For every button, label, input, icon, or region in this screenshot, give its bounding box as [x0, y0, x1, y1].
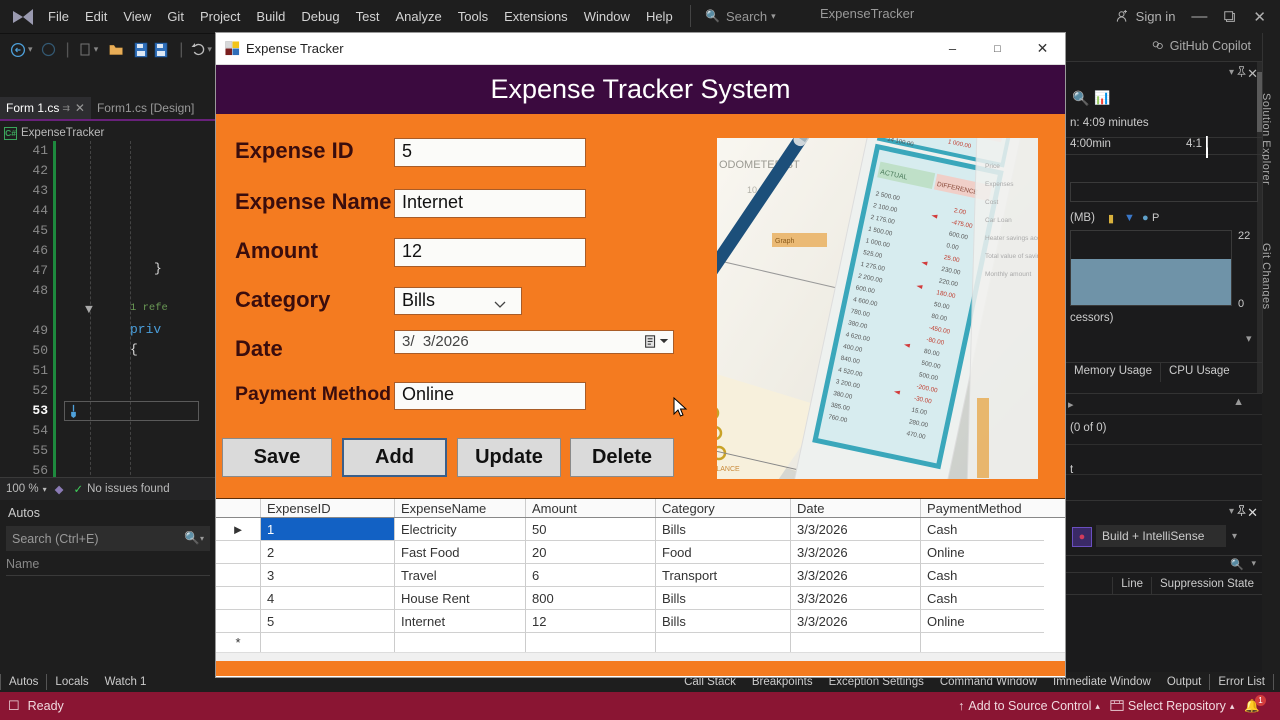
svg-text:10: 10	[747, 185, 757, 195]
svg-text:Heater savings account: Heater savings account	[985, 235, 1038, 242]
svg-text:Price: Price	[985, 163, 1000, 170]
svg-text:Graph: Graph	[775, 238, 795, 245]
svg-text:Cost: Cost	[985, 199, 999, 206]
svg-text:Expenses: Expenses	[985, 181, 1014, 188]
svg-text:BALANCE: BALANCE	[717, 466, 740, 473]
svg-text:Total value of savings: Total value of savings	[985, 253, 1038, 260]
svg-text:Car Loan: Car Loan	[985, 217, 1012, 224]
svg-text:Monthly amount: Monthly amount	[985, 271, 1031, 278]
